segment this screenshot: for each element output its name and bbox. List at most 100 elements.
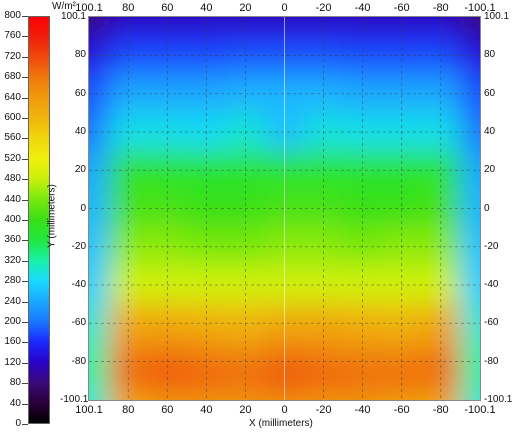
heatmap-plot[interactable] <box>89 17 480 400</box>
heatmap-cell <box>382 371 423 392</box>
heatmap-cell <box>225 189 266 229</box>
x-tick-label-top: -80 <box>432 2 449 14</box>
colorbar-tick-label: 200 <box>4 316 21 327</box>
colorbar-tick-mark <box>22 138 28 140</box>
colorbar-tick-label: 160 <box>4 336 21 348</box>
heatmap-cell <box>382 112 423 153</box>
heatmap-cell <box>147 265 188 306</box>
colorbar-tick-label: 0 <box>15 418 21 429</box>
colorbar-tick-mark <box>22 77 28 79</box>
y-tick-label-right: -40 <box>484 279 499 291</box>
heatmap-cell <box>304 371 345 392</box>
heatmap-cell <box>225 371 266 392</box>
heatmap-cell <box>89 342 110 373</box>
colorbar-tick-mark <box>22 301 28 303</box>
heatmap-cell <box>89 189 110 229</box>
heatmap-cell <box>186 189 227 229</box>
heatmap-cell <box>225 227 266 267</box>
y-tick-label-left: -40 <box>71 279 86 291</box>
heatmap-cell <box>186 112 227 153</box>
heatmap-cell <box>460 45 480 76</box>
heatmap-cell <box>382 151 423 191</box>
colorbar-tick-label: 400 <box>4 214 21 225</box>
colorbar-tick-label: 440 <box>4 193 21 205</box>
heatmap-cell <box>460 26 480 47</box>
x-tick-label-top: -100.1 <box>464 2 496 14</box>
heatmap-cell <box>343 17 384 28</box>
heatmap-cell <box>460 112 480 153</box>
heatmap-cell <box>147 151 188 191</box>
heatmap-cell <box>343 342 384 373</box>
heatmap-cell <box>304 265 345 306</box>
heatmap-cell <box>108 17 149 28</box>
heatmap-cell <box>108 390 149 400</box>
heatmap-cell <box>304 45 345 76</box>
heatmap-cell <box>89 304 110 344</box>
heatmap-cell <box>147 189 188 229</box>
y-tick-label-right: -60 <box>484 317 499 329</box>
colorbar-tick-label: 360 <box>4 234 21 246</box>
heatmap-cell <box>186 17 227 28</box>
x-tick-label-top: -60 <box>393 2 410 14</box>
colorbar-tick-mark <box>22 240 28 242</box>
heatmap-cell <box>304 227 345 267</box>
colorbar-tick-label: 720 <box>4 50 21 62</box>
colorbar-tick-label: 560 <box>4 132 21 144</box>
heatmap-cell <box>225 74 266 114</box>
heatmap-cell <box>421 227 462 267</box>
heatmap-cell <box>421 189 462 229</box>
x-tick-label-top: 0 <box>281 2 288 14</box>
grid-lines <box>89 17 480 400</box>
heatmap-cell <box>421 342 462 373</box>
heatmap-cell <box>108 342 149 373</box>
heatmap-cell <box>421 151 462 191</box>
heatmap-cell <box>89 26 110 47</box>
heatmap-cell <box>382 189 423 229</box>
heatmap-cell <box>421 26 462 47</box>
x-tick-label-top: 80 <box>122 2 135 14</box>
heatmap-cell <box>108 74 149 114</box>
heatmap-cell <box>89 45 110 76</box>
heatmap-cell <box>89 112 110 153</box>
heatmap-cell <box>108 265 149 306</box>
heatmap-cell <box>225 342 266 373</box>
heatmap-cell <box>186 26 227 47</box>
heatmap-cell <box>382 26 423 47</box>
heatmap-cell <box>147 45 188 76</box>
colorbar-tick-label: 520 <box>4 152 21 164</box>
x-tick-label-bottom: -20 <box>315 404 332 416</box>
heatmap-cell <box>382 45 423 76</box>
heatmap-cell <box>225 45 266 76</box>
heatmap-cell <box>108 45 149 76</box>
heatmap-cell <box>343 189 384 229</box>
x-tick-label-bottom: 60 <box>161 404 174 416</box>
colorbar-tick-label: 240 <box>4 295 21 307</box>
colorbar-tick-label: 640 <box>4 91 21 103</box>
heatmap-cell <box>225 112 266 153</box>
heatmap-cell <box>89 74 110 114</box>
colorbar-panel: W/m² 800 760 720 680 640 600 560 520 480 440 400 36… <box>0 0 78 432</box>
heatmap-cell <box>186 342 227 373</box>
x-tick-label-bottom: -40 <box>354 404 371 416</box>
colorbar-tick-mark <box>22 118 28 119</box>
heatmap-cell <box>89 227 110 267</box>
colorbar-tick-mark <box>22 260 28 262</box>
heatmap-cell <box>304 189 345 229</box>
x-tick-label-bottom: 100.1 <box>75 404 103 416</box>
heatmap-cell <box>108 371 149 392</box>
y-tick-label-right: 80 <box>484 49 496 61</box>
heatmap-cell <box>343 304 384 344</box>
heatmap-cell <box>343 227 384 267</box>
heatmap-cell <box>147 371 188 392</box>
heatmap-cell <box>421 265 462 306</box>
heatmap-cell <box>89 151 110 191</box>
colorbar-tick-label: 480 <box>4 173 21 185</box>
y-tick-label-left: 100.1 <box>60 11 86 22</box>
heatmap-cell <box>343 371 384 392</box>
heatmap-cell <box>304 74 345 114</box>
heatmap-cell <box>225 151 266 191</box>
heatmap-cell <box>460 189 480 229</box>
heatmap-cell <box>460 390 480 400</box>
heatmap-cell <box>421 112 462 153</box>
heatmap-cell <box>147 227 188 267</box>
